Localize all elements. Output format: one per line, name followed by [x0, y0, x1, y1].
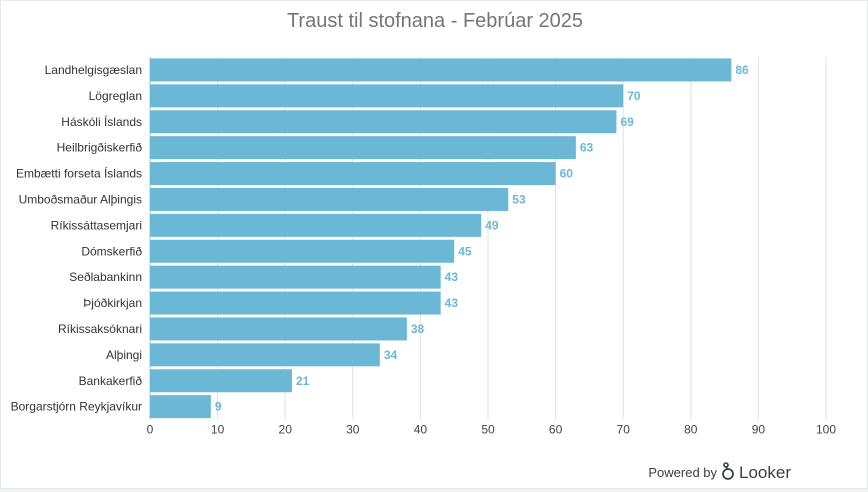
- bar: [150, 265, 441, 289]
- data-label: 69: [620, 115, 634, 129]
- category-label: Alþingi: [106, 348, 142, 362]
- bar: [150, 395, 211, 419]
- data-label: 49: [485, 218, 499, 232]
- category-label: Lögreglan: [89, 89, 142, 103]
- data-label: 63: [580, 141, 594, 155]
- powered-by-label: Powered by: [648, 465, 718, 480]
- category-label: Heilbrigðiskerfið: [57, 141, 143, 155]
- bar: [150, 291, 441, 315]
- data-label: 34: [384, 348, 398, 362]
- data-label: 43: [445, 270, 459, 284]
- category-label: Seðlabankinn: [69, 270, 142, 284]
- looker-brand-label: Looker: [739, 462, 791, 482]
- data-label: 45: [458, 244, 472, 258]
- bar: [150, 84, 624, 108]
- category-label: Landhelgisgæslan: [45, 63, 142, 77]
- x-tick-label: 80: [684, 423, 698, 437]
- x-tick-label: 100: [816, 423, 836, 437]
- powered-by-footer: Powered by Looker: [648, 461, 791, 484]
- category-label: Ríkissáttasemjari: [51, 218, 142, 232]
- chart-title: Traust til stofnana - Febrúar 2025: [286, 10, 584, 32]
- x-tick-label: 70: [617, 423, 631, 437]
- category-label: Þjóðkirkjan: [83, 296, 142, 310]
- category-label: Umboðsmaður Alþingis: [19, 192, 142, 206]
- data-label: 43: [445, 296, 459, 310]
- x-tick-label: 90: [752, 423, 766, 437]
- bar: [150, 369, 292, 393]
- bar: [150, 239, 455, 263]
- bar: [150, 136, 576, 160]
- bar: [150, 343, 380, 367]
- x-tick-label: 30: [346, 423, 360, 437]
- x-tick-label: 10: [211, 423, 225, 437]
- bar: [150, 213, 482, 237]
- bar: [150, 110, 617, 134]
- bar: [150, 58, 732, 82]
- x-tick-label: 50: [481, 423, 495, 437]
- category-label: Dómskerfið: [81, 244, 142, 258]
- bar: [150, 162, 556, 186]
- data-label: 86: [735, 63, 749, 77]
- category-label: Borgarstjórn Reykjavíkur: [11, 400, 142, 414]
- looker-logo-icon: [721, 461, 735, 484]
- category-label: Bankakerfið: [79, 374, 143, 388]
- x-tick-label: 20: [279, 423, 293, 437]
- category-label: Háskóli Íslands: [61, 114, 142, 129]
- data-label: 60: [560, 167, 574, 181]
- x-tick-label: 0: [147, 423, 154, 437]
- data-label: 53: [512, 192, 526, 206]
- data-label: 38: [411, 322, 425, 336]
- data-label: 21: [296, 374, 310, 388]
- data-label: 9: [215, 400, 222, 414]
- x-tick-label: 40: [414, 423, 428, 437]
- bar: [150, 317, 407, 341]
- category-label: Embætti forseta Íslands: [16, 166, 142, 181]
- category-label: Ríkissaksóknari: [58, 322, 142, 336]
- x-tick-label: 60: [549, 423, 563, 437]
- data-label: 70: [627, 89, 641, 103]
- bar: [150, 187, 509, 211]
